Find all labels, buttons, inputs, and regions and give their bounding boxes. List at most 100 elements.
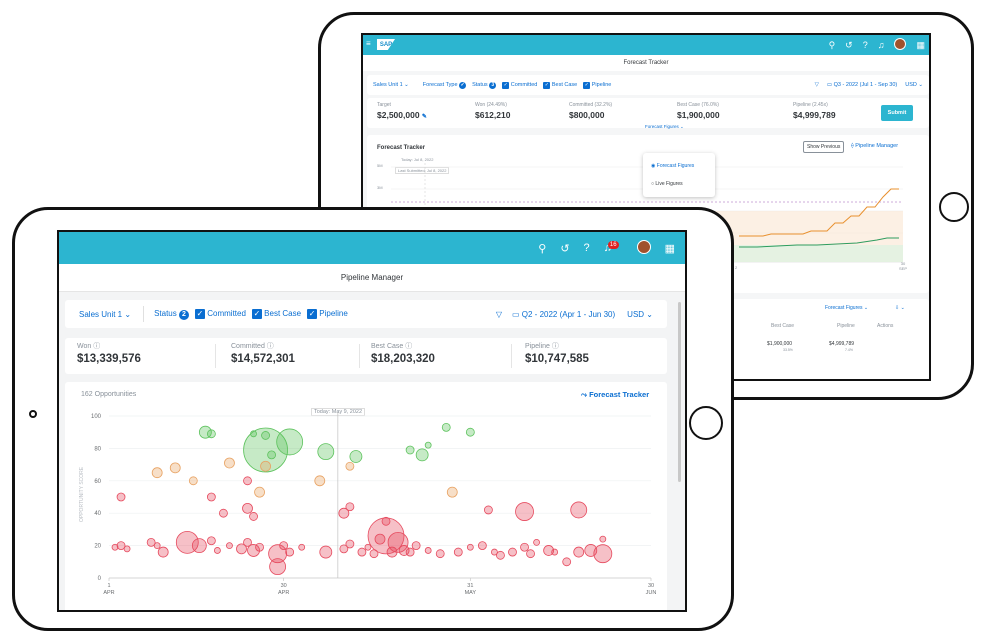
y-tick-label: 100 (91, 414, 102, 420)
committed-checkbox[interactable]: ✓ Committed (195, 309, 246, 319)
info-icon[interactable]: ⓘ (266, 343, 274, 350)
page-title: Forecast Tracker (363, 55, 929, 71)
x-tick-label: 31 (467, 583, 473, 589)
front-filter-bar: Sales Unit 1 ⌄ Status 2 ✓ Committed ✓ Be… (65, 300, 667, 328)
search-icon[interactable]: ⚲ (828, 39, 836, 50)
opportunity-bubble (151, 467, 163, 479)
opportunity-bubble (116, 492, 126, 502)
opportunity-bubble (269, 558, 287, 576)
avatar[interactable] (636, 239, 651, 257)
opportunity-bubble (584, 544, 598, 557)
forecast-figures-select[interactable]: Forecast Figures ⌄ (825, 305, 869, 311)
opportunity-bubble (367, 517, 405, 555)
committed-checkbox[interactable]: ✓ Committed (502, 81, 538, 89)
opportunity-bubble (405, 445, 415, 455)
chart-icon: ⤳ (581, 390, 587, 399)
edit-icon[interactable]: ✎ (421, 114, 427, 120)
committed-label: Committed (32.2%) (569, 102, 613, 108)
download-icon[interactable]: ⇩ ⌄ (895, 305, 905, 311)
notification-badge: 16 (607, 241, 619, 249)
dropdown-option-live-figures[interactable]: ○ Live Figures (651, 181, 683, 187)
forecast-figures-toggle[interactable]: Forecast Figures ⌄ (645, 124, 684, 129)
opportunity-bubble (369, 549, 379, 559)
opportunity-bubble (477, 541, 487, 551)
opportunity-bubble (242, 502, 253, 514)
show-previous-button[interactable]: Show Previous (803, 141, 845, 153)
pipeline-checkbox[interactable]: ✓ Pipeline (307, 309, 348, 319)
opportunity-bubble (279, 541, 289, 551)
opportunity-bubble (453, 547, 463, 557)
committed-label: Committed ⓘ (231, 343, 274, 350)
history-icon[interactable]: ↺ (845, 39, 853, 50)
opportunity-bubble (570, 501, 588, 519)
opportunity-bubble (224, 457, 235, 469)
help-icon[interactable]: ? (583, 242, 590, 254)
period-select[interactable]: ▭ Q3 - 2022 (Jul 1 - Sep 30) (826, 82, 898, 88)
x-tick-label: APR (103, 590, 114, 596)
y-tick-label: 5M (377, 163, 383, 168)
opportunity-bubble (339, 544, 349, 554)
sales-unit-select[interactable]: Sales Unit 1 ⌄ (373, 82, 409, 88)
x-tick-label: 30 SEP (899, 261, 908, 271)
opportunity-bubble (243, 537, 252, 547)
x-tick-label: 2 (735, 265, 738, 270)
info-icon[interactable]: ⓘ (551, 343, 559, 350)
menu-icon[interactable]: ≡ (366, 39, 371, 48)
info-icon[interactable]: ⓘ (93, 343, 101, 350)
front-kpi-bar: Won ⓘ $13,339,576 Committed ⓘ $14,572,30… (65, 338, 667, 374)
opportunity-bubble (206, 536, 216, 546)
grid-icon[interactable]: ▦ (664, 242, 675, 255)
filter-icon[interactable]: ▽ (495, 309, 502, 319)
back-tablet-home-button[interactable] (939, 192, 969, 222)
pipeline-value: $4,999,789 (793, 110, 836, 120)
pipeline-checkbox[interactable]: ✓ Pipeline (583, 81, 612, 89)
opportunity-bubble (491, 548, 498, 556)
y-tick-label: 40 (94, 511, 101, 517)
bestcase-label: Best Case (76.0%) (677, 102, 719, 108)
opportunity-bubble (319, 545, 333, 559)
page-title: Pipeline Manager (59, 264, 685, 292)
x-tick-label: 1 (107, 583, 110, 589)
opportunity-bubble (441, 422, 451, 432)
bell-icon[interactable]: ♫16 (603, 241, 619, 254)
sales-unit-select[interactable]: Sales Unit 1 ⌄ (79, 309, 132, 319)
status-filter[interactable]: Status 3 (472, 81, 497, 89)
front-shellbar: ⚲ ↺ ? ♫16 ▦ (59, 232, 685, 264)
forecast-tracker-title: Forecast Tracker (377, 145, 426, 151)
opportunity-bubble (153, 542, 161, 550)
divider (143, 306, 145, 322)
pipeline-manager-link[interactable]: ⟠ Pipeline Manager (851, 143, 899, 149)
committed-value: $800,000 (569, 110, 605, 120)
pipeline-label: Pipeline (2.45x) (793, 102, 828, 108)
bestcase-value: $18,203,320 (371, 353, 435, 365)
opportunity-bubble (381, 516, 391, 526)
dropdown-option-forecast-figures[interactable]: ◉ Forecast Figures (651, 163, 695, 169)
history-icon[interactable]: ↺ (560, 242, 570, 255)
best-case-checkbox[interactable]: ✓ Best Case (543, 81, 578, 89)
forecast-figures-dropdown: ◉ Forecast Figures ○ Live Figures (643, 153, 715, 197)
filter-icon[interactable]: ▽ (814, 82, 819, 88)
info-icon[interactable]: ⓘ (405, 343, 413, 350)
target-label: Target (377, 102, 391, 108)
divider (215, 344, 216, 368)
opportunity-bubble (415, 448, 429, 462)
bell-icon[interactable]: ♫ (877, 40, 885, 50)
opportunity-bubble (188, 476, 198, 486)
forecast-type-filter[interactable]: Forecast Type ✓ (422, 81, 467, 89)
y-tick-label: 80 (94, 446, 101, 452)
currency-select[interactable]: USD ⌄ (627, 309, 653, 319)
avatar[interactable] (894, 38, 907, 52)
best-case-checkbox[interactable]: ✓ Best Case (251, 309, 302, 319)
help-icon[interactable]: ? (862, 40, 868, 50)
submit-button[interactable]: Submit (881, 105, 913, 121)
opportunity-bubble (562, 557, 572, 567)
won-value: $13,339,576 (77, 353, 141, 365)
status-filter[interactable]: Status 2 (154, 309, 189, 320)
scrollbar[interactable] (678, 302, 681, 482)
forecast-tracker-link[interactable]: ⤳ Forecast Tracker (581, 390, 650, 399)
grid-icon[interactable]: ▦ (916, 39, 925, 50)
search-icon[interactable]: ⚲ (538, 242, 547, 255)
period-select[interactable]: ▭ Q2 - 2022 (Apr 1 - Jun 30) (512, 309, 616, 319)
front-tablet-home-button[interactable] (689, 406, 723, 440)
currency-select[interactable]: USD ⌄ (905, 82, 923, 88)
